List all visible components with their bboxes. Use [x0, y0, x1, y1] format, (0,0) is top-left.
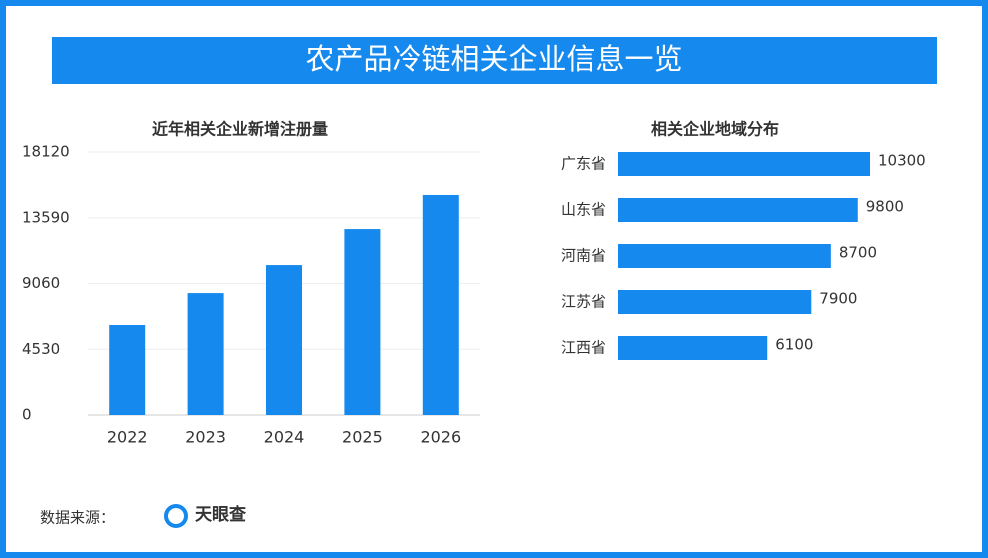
x-tick-label: 2025: [342, 428, 383, 447]
bar: [344, 229, 381, 415]
page-title: 农产品冷链相关企业信息一览: [305, 42, 682, 76]
y-tick-label: 江西省: [561, 339, 606, 357]
bar: [266, 265, 302, 415]
y-tick-label: 4530: [22, 340, 60, 358]
bar: [618, 290, 812, 314]
x-tick-label: 2022: [107, 428, 148, 447]
bar: [618, 244, 831, 268]
y-tick-label: 山东省: [561, 201, 606, 219]
y-tick-label: 广东省: [561, 155, 606, 173]
y-tick-label: 13590: [22, 208, 70, 226]
x-tick-label: 2026: [420, 428, 461, 447]
chart-title: 近年相关企业新增注册量: [152, 120, 328, 139]
bar: [618, 152, 870, 176]
y-tick-label: 江苏省: [561, 293, 606, 311]
y-tick-label: 0: [22, 406, 32, 424]
source-logo: [164, 504, 188, 528]
bar: [187, 293, 224, 415]
bar: [618, 336, 768, 360]
bar: [618, 198, 858, 222]
y-tick-label: 18120: [22, 143, 70, 161]
value-label: 6100: [775, 336, 813, 354]
title-banner: [52, 37, 937, 84]
x-tick-label: 2023: [185, 428, 226, 447]
source-name: 天眼查: [195, 504, 247, 525]
source-label: 数据来源：: [40, 509, 115, 527]
y-tick-label: 河南省: [561, 247, 606, 265]
value-label: 8700: [839, 244, 877, 262]
bar: [109, 325, 146, 415]
value-label: 10300: [878, 152, 926, 170]
value-label: 9800: [866, 198, 904, 216]
chart-title: 相关企业地域分布: [651, 120, 779, 139]
x-tick-label: 2024: [264, 428, 305, 447]
y-tick-label: 9060: [22, 274, 60, 292]
bar: [422, 194, 459, 415]
value-label: 7900: [819, 290, 857, 308]
